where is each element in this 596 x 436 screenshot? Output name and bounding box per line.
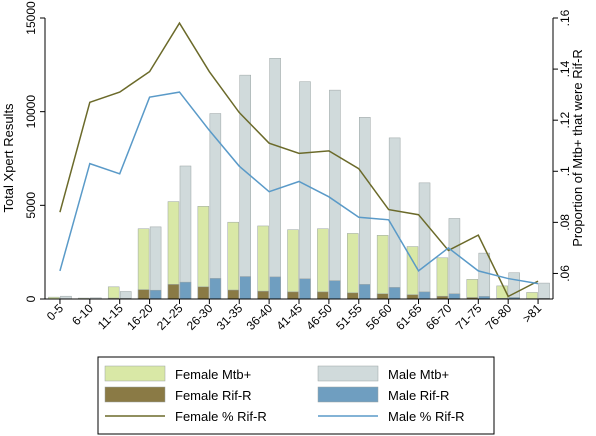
bar-female-rif-r xyxy=(197,286,210,300)
x-tick-label: 6-10 xyxy=(69,301,96,328)
bar-male-rif-r xyxy=(149,289,162,300)
y2-ticks: .06 .08 .1 .12 .14 .16 xyxy=(553,9,572,282)
bar-male-rif-r xyxy=(299,278,311,300)
legend-swatch-male-rif-r xyxy=(317,386,379,403)
legend-label-female-pct-rif-r: Female % Rif-R xyxy=(175,409,267,424)
x-tick-label: 56-60 xyxy=(363,301,395,333)
x-tick-label: 76-80 xyxy=(483,301,515,333)
bar-female-rif-r xyxy=(376,293,389,300)
x-tick-label: 26-30 xyxy=(184,301,216,333)
line-female-pct-rif-r xyxy=(59,21,539,298)
x-tick-label: 46-50 xyxy=(303,301,335,333)
legend-label-female-mtb: Female Mtb+ xyxy=(175,367,251,382)
bar-male-mtb xyxy=(179,165,192,300)
legend-label-male-mtb: Male Mtb+ xyxy=(388,367,449,382)
legend-swatch-male-mtb xyxy=(317,365,379,382)
bar-male-rif-r xyxy=(179,281,192,300)
x-tick-label: 16-20 xyxy=(124,301,156,333)
x-tick-label: 61-65 xyxy=(393,301,425,333)
bar-male-mtb xyxy=(269,58,281,300)
bar-male-rif-r xyxy=(388,287,401,300)
x-tick-label: 11-15 xyxy=(95,301,126,332)
bar-female-rif-r xyxy=(167,284,180,300)
bar-male-mtb xyxy=(418,182,431,300)
bar-male-mtb xyxy=(538,282,550,300)
y2-tick-label: .12 xyxy=(558,112,572,129)
bars-layer xyxy=(48,58,550,300)
y2-tick-label: .1 xyxy=(558,166,572,176)
y-ticks: 0 5000 10000 15000 xyxy=(24,1,45,302)
bar-female-rif-r xyxy=(287,291,299,300)
x-tick-label: 66-70 xyxy=(423,301,455,333)
bar-male-mtb xyxy=(448,218,461,300)
bar-female-rif-r xyxy=(406,294,419,300)
bar-female-mtb xyxy=(376,235,389,300)
x-tick-label: 0-5 xyxy=(44,301,66,323)
bar-female-rif-r xyxy=(317,291,329,300)
bar-male-mtb xyxy=(478,252,491,300)
bar-male-mtb xyxy=(329,89,341,300)
bar-male-mtb xyxy=(388,137,401,300)
bar-male-mtb xyxy=(239,74,251,300)
y-tick-label: 5000 xyxy=(24,192,38,219)
legend-swatch-female-mtb xyxy=(104,365,166,382)
bar-female-mtb xyxy=(107,286,120,300)
bar-female-mtb xyxy=(287,229,299,300)
legend-swatch-female-rif-r xyxy=(104,386,166,403)
x-tick-label: >81 xyxy=(520,301,545,326)
x-tick-label: 71-75 xyxy=(453,301,485,333)
line-male-pct-rif-r xyxy=(59,91,539,285)
bar-male-mtb xyxy=(119,291,132,300)
bar-male-mtb xyxy=(359,117,371,300)
bar-male-rif-r xyxy=(329,280,341,300)
bar-female-rif-r xyxy=(257,290,269,300)
bar-female-mtb xyxy=(257,225,269,300)
y2-tick-label: .16 xyxy=(558,9,572,26)
bar-male-rif-r xyxy=(418,291,431,300)
bar-female-mtb xyxy=(137,228,150,300)
legend-label-female-rif-r: Female Rif-R xyxy=(175,388,252,403)
bar-female-mtb xyxy=(347,233,359,300)
y-tick-label: 0 xyxy=(24,295,38,302)
bar-female-mtb xyxy=(197,206,210,300)
bar-male-rif-r xyxy=(269,276,281,300)
x-tick-label: 51-55 xyxy=(333,301,365,333)
legend: Female Mtb+ Male Mtb+ Female Rif-R Male Rif… xyxy=(97,356,495,435)
bar-male-rif-r xyxy=(239,276,251,300)
bar-female-rif-r xyxy=(137,289,150,300)
bar-male-rif-r xyxy=(448,293,461,300)
y-tick-label: 10000 xyxy=(24,95,38,129)
bar-male-rif-r xyxy=(359,284,371,300)
y2-tick-label: .08 xyxy=(558,214,572,231)
x-tick-label: 36-40 xyxy=(244,301,276,333)
bar-male-mtb xyxy=(149,226,162,300)
x-tick-label: 31-35 xyxy=(214,301,246,333)
x-tick-label: 41-45 xyxy=(274,301,306,333)
bar-female-mtb xyxy=(526,292,538,300)
x-ticks: 0-5 6-1011-1516-2021-2526-3031-3536-4041-… xyxy=(44,299,545,333)
y-axis-title: Total Xpert Results xyxy=(1,103,16,213)
bar-female-mtb xyxy=(466,279,479,300)
legend-label-male-pct-rif-r: Male % Rif-R xyxy=(388,409,465,424)
bar-male-mtb xyxy=(299,81,311,300)
y2-tick-label: .06 xyxy=(558,265,572,282)
bar-female-mtb xyxy=(227,221,239,300)
bar-female-rif-r xyxy=(347,292,359,300)
y-tick-label: 15000 xyxy=(24,1,38,35)
y2-axis-title: Proportion of Mtb+ that were Rif-R xyxy=(570,49,585,247)
y2-tick-label: .14 xyxy=(558,60,572,77)
axes-layer xyxy=(44,18,554,300)
bar-female-mtb xyxy=(436,257,449,300)
bar-male-rif-r xyxy=(209,278,222,300)
x-tick-label: 21-25 xyxy=(154,301,186,333)
bar-female-rif-r xyxy=(227,289,239,300)
bar-female-mtb xyxy=(317,228,329,300)
legend-label-male-rif-r: Male Rif-R xyxy=(388,388,449,403)
lines-layer xyxy=(59,21,539,298)
